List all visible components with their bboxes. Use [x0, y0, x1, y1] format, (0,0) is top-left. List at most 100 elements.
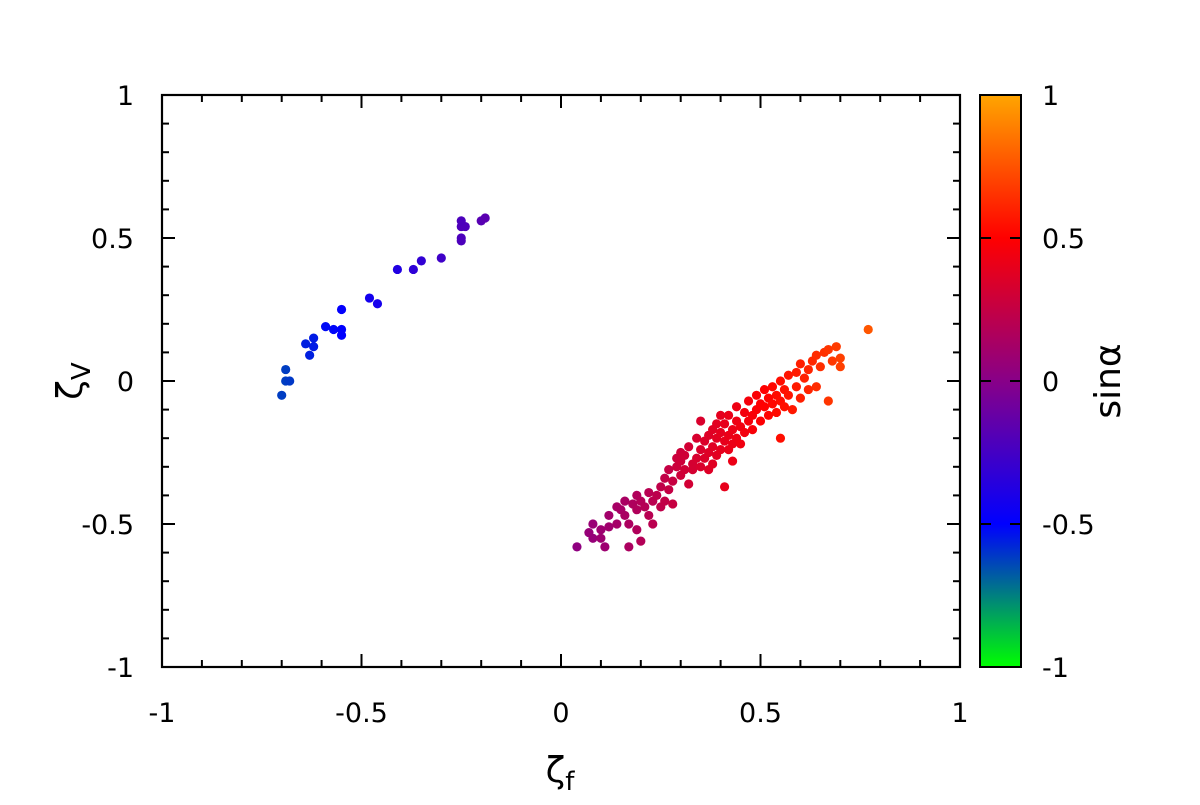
data-point	[727, 456, 738, 466]
data-point	[372, 299, 383, 309]
data-point	[815, 362, 825, 372]
data-point	[309, 333, 319, 343]
colorbar-tick-label: -0.5	[1042, 510, 1095, 541]
colorbar-tick-label: 1	[1042, 81, 1059, 112]
data-point	[783, 390, 794, 400]
x-tick-labels: -1 -0.5 0 0.5 1	[149, 698, 969, 729]
data-point	[787, 405, 798, 415]
data-point	[795, 359, 806, 369]
data-point	[320, 322, 331, 332]
points-layer	[277, 213, 873, 552]
data-point	[328, 324, 339, 335]
data-point	[751, 390, 762, 400]
data-point	[739, 427, 750, 438]
data-point	[767, 399, 778, 409]
data-point	[696, 462, 706, 472]
data-point	[644, 510, 654, 521]
data-point	[863, 324, 873, 335]
data-point	[596, 533, 606, 543]
data-point	[759, 402, 770, 412]
data-point	[285, 376, 295, 386]
data-point	[835, 362, 845, 372]
data-point	[620, 510, 630, 521]
data-point	[747, 425, 758, 435]
data-point	[612, 519, 622, 529]
data-point	[719, 419, 730, 429]
colorbar-ticks	[980, 94, 1021, 668]
data-point	[680, 465, 690, 475]
x-tick-label: 0.5	[739, 698, 782, 729]
data-point	[640, 502, 650, 512]
y-axis-label: ζV	[50, 362, 97, 400]
data-point	[791, 382, 802, 392]
data-point	[827, 356, 837, 366]
colorbar-label: sinα	[1088, 343, 1129, 418]
data-point	[336, 304, 347, 315]
data-point	[624, 519, 634, 529]
data-point	[632, 505, 642, 515]
colorbar-tick-label: 0	[1042, 367, 1059, 398]
data-point	[811, 382, 821, 392]
data-point	[775, 376, 786, 386]
data-point	[835, 353, 845, 363]
data-point	[305, 350, 315, 360]
data-point	[336, 330, 347, 340]
y-tick-label: 1	[117, 81, 134, 112]
data-point	[588, 519, 598, 529]
y-tick-label: -1	[107, 653, 134, 684]
colorbar-tick-label: 0.5	[1042, 224, 1085, 255]
data-point	[731, 402, 742, 412]
y-tick-label: 0	[117, 367, 134, 398]
data-point	[652, 490, 662, 500]
data-point	[692, 433, 702, 443]
data-point	[668, 476, 678, 486]
data-point	[759, 384, 770, 395]
data-point	[660, 496, 670, 506]
data-point	[588, 533, 598, 543]
data-point	[727, 425, 738, 435]
data-point	[696, 445, 706, 455]
data-point	[708, 459, 718, 469]
data-point	[668, 499, 678, 509]
data-point	[632, 525, 642, 535]
data-point	[620, 496, 630, 506]
data-point	[408, 264, 418, 275]
data-point	[680, 450, 690, 460]
data-point	[364, 293, 375, 303]
data-point	[636, 536, 646, 546]
y-tick-label: 0.5	[91, 224, 134, 255]
data-point	[664, 485, 674, 495]
y-axis-label-sub: V	[67, 362, 97, 380]
data-point	[664, 465, 674, 475]
data-point	[648, 519, 658, 529]
x-tick-label: 1	[951, 698, 968, 729]
data-point	[281, 364, 291, 375]
data-point	[604, 510, 614, 521]
data-point	[712, 419, 722, 429]
x-tick-label: 0	[552, 698, 569, 729]
data-point	[688, 465, 698, 475]
data-point	[392, 264, 403, 275]
x-tick-label: -1	[149, 698, 176, 729]
data-point	[692, 453, 702, 463]
data-point	[767, 382, 778, 392]
data-point	[660, 473, 670, 483]
data-point	[696, 416, 706, 426]
data-point	[739, 407, 750, 418]
data-point	[771, 407, 782, 418]
data-point	[684, 442, 694, 452]
x-axis-label-sub: f	[565, 767, 575, 797]
data-point	[803, 364, 813, 375]
data-point	[775, 433, 786, 443]
data-point	[684, 479, 694, 489]
data-point	[309, 342, 319, 352]
data-point	[277, 390, 287, 400]
plot-frame	[160, 93, 962, 669]
data-point	[719, 482, 730, 492]
data-point	[436, 253, 446, 263]
data-point	[783, 370, 794, 380]
data-point	[572, 542, 582, 552]
data-point	[723, 410, 734, 420]
